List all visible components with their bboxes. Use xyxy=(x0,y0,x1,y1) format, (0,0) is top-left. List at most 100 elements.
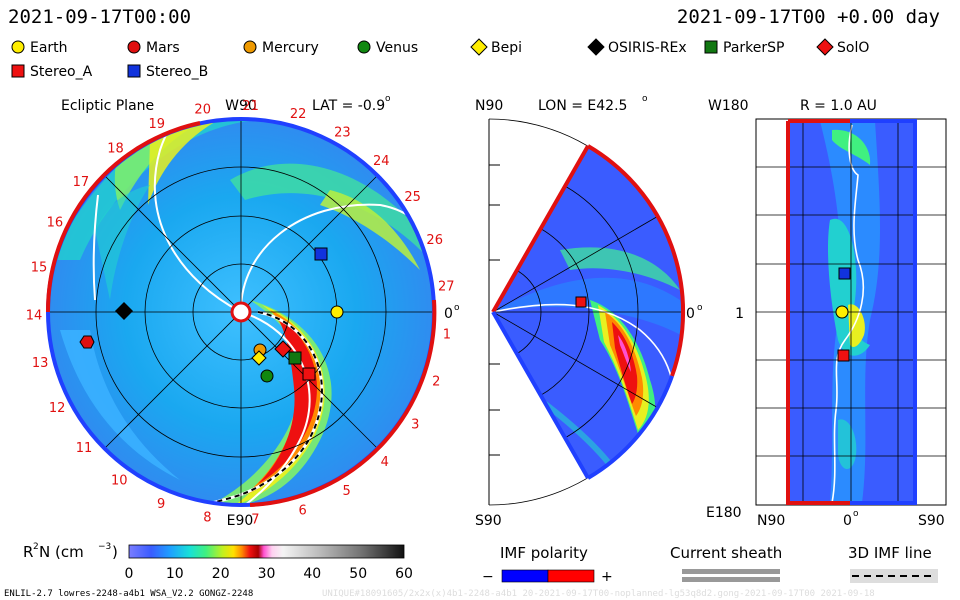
ecliptic-right-label: 0 xyxy=(444,306,453,322)
imf-legend: IMF polarity − + Current sheath 3D IMF l… xyxy=(482,544,938,585)
radial-earth-marker xyxy=(835,305,849,319)
carrington-number: 17 xyxy=(73,175,90,190)
carrington-number: 16 xyxy=(47,215,64,230)
ecliptic-deg-mark: o xyxy=(454,303,460,313)
radial-deg-mark: o xyxy=(853,509,859,519)
carrington-number: 15 xyxy=(31,261,48,276)
legend-label: Mars xyxy=(146,40,180,56)
radial-x-label-n90: N90 xyxy=(757,513,785,529)
legend-item-earth: Earth xyxy=(11,40,68,56)
ecliptic-bottom-label: E90 xyxy=(227,513,254,529)
legend-label: Earth xyxy=(30,40,68,56)
meridional-n-label: N90 xyxy=(475,98,503,114)
imf-polarity-title: IMF polarity xyxy=(500,544,588,562)
legend-item-solo: SolO xyxy=(816,38,869,56)
radial-stereo-b-marker xyxy=(838,267,851,280)
legend-marker xyxy=(127,64,141,78)
colorbar-tick-label: 50 xyxy=(349,566,367,582)
imf-plus-label: + xyxy=(601,569,613,585)
carrington-number: 8 xyxy=(203,510,211,525)
radial-x-label-0: 0 xyxy=(843,513,852,529)
parkersp-marker xyxy=(288,351,302,365)
carrington-number: 4 xyxy=(381,455,389,470)
legend-marker xyxy=(127,40,141,54)
legend-item-osiris-rex: OSIRIS-REx xyxy=(587,38,687,56)
legend-label: Stereo_A xyxy=(30,64,93,80)
legend-label: SolO xyxy=(837,40,869,56)
earth-marker xyxy=(330,305,344,319)
radial-w180-label: W180 xyxy=(708,98,749,114)
carrington-number: 20 xyxy=(194,103,211,118)
solo-marker xyxy=(274,340,292,358)
legend-label: Bepi xyxy=(491,40,522,56)
carrington-number: 27 xyxy=(438,280,455,295)
imf-line-title: 3D IMF line xyxy=(848,544,932,562)
radial-r-label: R = 1.0 AU xyxy=(800,98,877,114)
carrington-number: 6 xyxy=(299,504,307,519)
legend-marker xyxy=(11,64,25,78)
radial-middle-label: 1 xyxy=(735,306,744,322)
carrington-number: 5 xyxy=(342,484,350,499)
legend-item-parkersp: ParkerSP xyxy=(704,40,784,56)
colorbar-ticks: 0 10 20 30 40 50 60 xyxy=(125,566,413,582)
legend-marker xyxy=(243,40,257,54)
legend-label: OSIRIS-REx xyxy=(608,40,687,56)
carrington-number: 21 xyxy=(242,99,259,114)
legend-marker xyxy=(587,38,605,56)
mars-marker xyxy=(79,335,95,349)
radial-panel: W180 R = 1.0 AU 1 E180 N90 0 o S90 xyxy=(706,98,947,529)
legend-label: Stereo_B xyxy=(146,64,208,80)
carrington-number: 23 xyxy=(334,126,351,141)
venus-marker xyxy=(260,369,274,383)
carrington-number: 19 xyxy=(149,117,166,132)
ecliptic-top-label: W90 xyxy=(225,98,257,114)
header-right-timestamp: 2021-09-17T00 +0.00 day xyxy=(677,6,940,28)
colorbar-label-rest: N (cm xyxy=(39,543,84,561)
osiris-rex-marker xyxy=(115,302,133,320)
colorbar-tick-label: 30 xyxy=(258,566,276,582)
legend-item-mercury: Mercury xyxy=(243,40,319,56)
header-left-timestamp: 2021-09-17T00:00 xyxy=(8,6,191,28)
ecliptic-markers xyxy=(79,247,344,383)
colorbar-tick-label: 10 xyxy=(166,566,184,582)
legend-marker xyxy=(816,38,834,56)
radial-e180-label: E180 xyxy=(706,505,742,521)
legend-label: Mercury xyxy=(262,40,319,56)
footer-right: UNIQUE#18091605/2x2x(x)4b1-2248-a4b1 20-… xyxy=(322,589,875,599)
colorbar-tick-label: 40 xyxy=(303,566,321,582)
legend-item-bepi: Bepi xyxy=(470,38,522,56)
ecliptic-title: Ecliptic Plane xyxy=(61,98,154,114)
stereo-b-marker xyxy=(314,247,328,261)
colorbar-label-r: R xyxy=(23,543,33,561)
legend-label: ParkerSP xyxy=(723,40,784,56)
ecliptic-panel: Ecliptic Plane W90 LAT = -0.9 o xyxy=(26,94,460,529)
legend-marker xyxy=(11,40,25,54)
carrington-number: 10 xyxy=(111,474,128,489)
radial-x-label-s90: S90 xyxy=(918,513,945,529)
meridional-right-label: 0 xyxy=(686,306,695,322)
legend-label: Venus xyxy=(376,40,418,56)
legend-item-stereo-b: Stereo_B xyxy=(127,64,208,80)
legend-item-mars: Mars xyxy=(127,40,180,56)
radial-solo-marker xyxy=(837,349,850,362)
carrington-number: 7 xyxy=(251,513,259,528)
inner-boundary xyxy=(230,301,252,323)
ecliptic-lat-label: LAT = -0.9 xyxy=(312,98,385,114)
colorbar-tick-label: 0 xyxy=(125,566,134,582)
legend-marker xyxy=(357,40,371,54)
carrington-number: 3 xyxy=(411,418,419,433)
current-sheath-swatch-bottom xyxy=(682,577,780,582)
bepi-marker xyxy=(251,350,267,366)
carrington-number: 26 xyxy=(426,233,443,248)
current-sheath-swatch-top xyxy=(682,569,780,574)
imf-negative-swatch xyxy=(501,569,549,583)
legend-marker xyxy=(470,38,488,56)
colorbar-tick-label: 60 xyxy=(395,566,413,582)
colorbar-gradient xyxy=(128,544,405,559)
meridional-s-label: S90 xyxy=(475,513,502,529)
lat-degree-mark: o xyxy=(385,94,391,104)
lon-degree-mark: o xyxy=(642,94,648,104)
carrington-number: 12 xyxy=(49,401,66,416)
meridional-lon-label: LON = E42.5 xyxy=(538,98,627,114)
